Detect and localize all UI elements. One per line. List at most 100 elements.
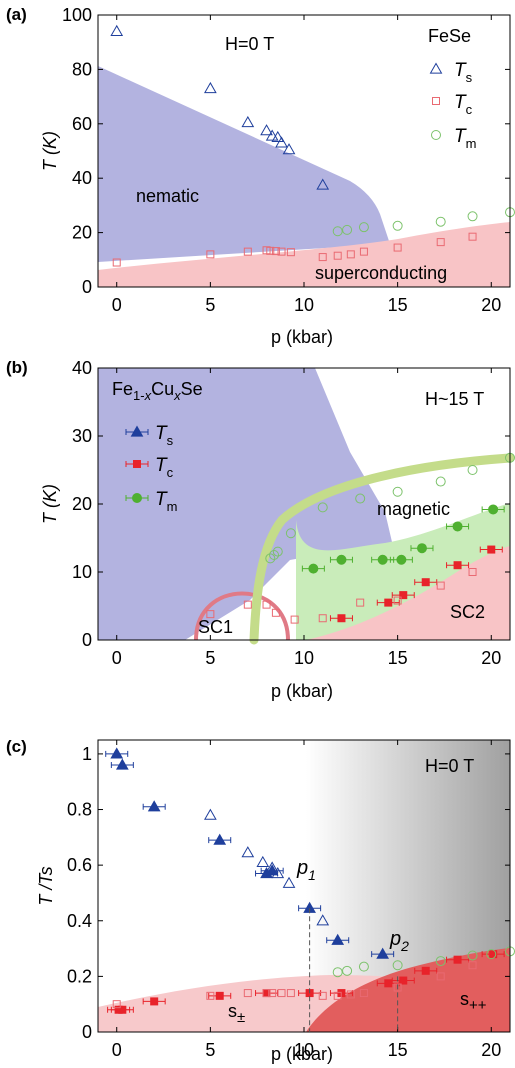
ts-point xyxy=(275,136,288,148)
tc-open-point xyxy=(346,990,355,999)
nematic-region-b xyxy=(98,368,392,640)
x-tick-label: 10 xyxy=(294,295,314,315)
tm-fese-point xyxy=(435,476,446,487)
panel-c-marks xyxy=(105,747,515,1014)
tc-point xyxy=(333,251,342,260)
tc-point xyxy=(337,614,346,623)
tc-point xyxy=(286,248,295,257)
ts-open-point xyxy=(282,876,296,888)
tc-point xyxy=(436,238,445,247)
panel-c: 0 5 10 15 20 0 0.2 0.4 0.6 0.8 1 (c) T /Ts p (kbar… xyxy=(6,737,515,1064)
panel-b-field-label: H~15 T xyxy=(425,389,484,409)
ts-filled-point xyxy=(376,947,390,959)
tc-filled-point xyxy=(118,1005,127,1014)
tc-open-point xyxy=(359,989,368,998)
x-tick-label: 5 xyxy=(205,1040,215,1060)
ts-open-point xyxy=(256,855,270,867)
tm-point xyxy=(452,521,463,532)
x-tick-label: 15 xyxy=(388,295,408,315)
y-tick-label: 0 xyxy=(82,630,92,650)
ts-open-point xyxy=(271,866,285,879)
x-tick-label: 20 xyxy=(481,1040,501,1060)
tc-fese-point xyxy=(436,581,445,590)
tc-fese-point xyxy=(243,600,252,609)
x-tick-label: 15 xyxy=(388,648,408,668)
tc-fese-point xyxy=(393,596,402,605)
tc-fese-point xyxy=(271,608,280,617)
x-tick-label: 5 xyxy=(205,648,215,668)
sc2-pink-region xyxy=(306,546,510,640)
panel-a-legend: Ts Tc Tm xyxy=(429,60,476,151)
tm-point xyxy=(308,563,319,574)
x-tick-label: 0 xyxy=(112,1040,122,1060)
tc-open-point xyxy=(393,983,402,992)
ts-point xyxy=(241,115,255,128)
x-tick-label: 0 xyxy=(112,295,122,315)
tc-open-point xyxy=(318,991,327,1000)
tc-point xyxy=(421,578,430,587)
ts-filled-point xyxy=(331,933,345,945)
y-tick-label: 40 xyxy=(72,358,92,378)
panel-c-axes: 0 5 10 15 20 0 0.2 0.4 0.6 0.8 1 xyxy=(67,740,510,1060)
tm-point xyxy=(342,224,353,235)
tc-open-point xyxy=(333,991,342,1000)
x-tick-label: 5 xyxy=(205,295,215,315)
tc-point xyxy=(277,247,286,256)
tm-point xyxy=(435,216,446,227)
tc-point xyxy=(384,598,393,607)
x-tick-label: 0 xyxy=(112,648,122,668)
tc-fese-point xyxy=(206,610,215,619)
tc-fese-point xyxy=(468,568,477,576)
legend-b-tm-symbol xyxy=(132,493,142,503)
tc-point xyxy=(346,250,355,259)
panel-b-region-sc2: SC2 xyxy=(450,602,485,622)
ts-point xyxy=(110,24,124,36)
panel-b-marks xyxy=(206,452,515,624)
x-tick-label: 15 xyxy=(388,1040,408,1060)
panel-b-region-magnetic: magnetic xyxy=(377,499,450,519)
s-pp-region xyxy=(306,948,510,1032)
tc-open-point xyxy=(243,989,252,998)
tm-point xyxy=(396,554,407,565)
y-tick-label: 0.4 xyxy=(67,911,92,931)
tc-open-point xyxy=(286,989,295,998)
panel-b-xlabel: p (kbar) xyxy=(271,681,333,701)
tm-fese-point xyxy=(265,553,276,564)
panel-c-ylabel: T /Ts xyxy=(36,866,56,905)
tm-fese-point xyxy=(317,502,328,513)
tc-point xyxy=(453,561,462,570)
tm-fese-point xyxy=(272,546,283,557)
tc-open-point xyxy=(206,991,215,1000)
panel-c-xlabel: p (kbar) xyxy=(271,1044,333,1064)
tc-open-point xyxy=(277,989,286,998)
tm-point xyxy=(416,543,427,554)
ts-open-point xyxy=(265,861,279,873)
tc-filled-point xyxy=(421,966,430,975)
tc-point xyxy=(359,247,368,256)
y-tick-label: 20 xyxy=(72,494,92,514)
tm-point xyxy=(392,220,403,231)
tm-point xyxy=(467,211,478,222)
ts-point xyxy=(282,143,296,155)
panel-c-field-label: H=0 T xyxy=(425,756,474,776)
y-tick-label: 40 xyxy=(72,168,92,188)
y-tick-label: 1 xyxy=(82,744,92,764)
ts-point xyxy=(265,129,279,141)
tm-open-point xyxy=(486,949,497,960)
ts-open-point xyxy=(241,846,255,858)
legend-tc-symbol xyxy=(432,97,440,105)
tc-open-point xyxy=(436,972,445,981)
y-tick-label: 30 xyxy=(72,426,92,446)
tm-open-point xyxy=(358,961,369,972)
nematic-region xyxy=(98,66,390,262)
legend-ts-symbol xyxy=(429,62,443,74)
panel-a-region-superconducting: superconducting xyxy=(315,263,447,283)
tc-open-point xyxy=(112,1000,121,1009)
tm-fese-point xyxy=(467,465,478,475)
panel-b-label: (b) xyxy=(6,358,28,377)
tm-open-point xyxy=(392,960,403,971)
y-tick-label: 100 xyxy=(62,5,92,25)
ts-point xyxy=(271,130,285,143)
superconducting-region xyxy=(98,222,510,287)
